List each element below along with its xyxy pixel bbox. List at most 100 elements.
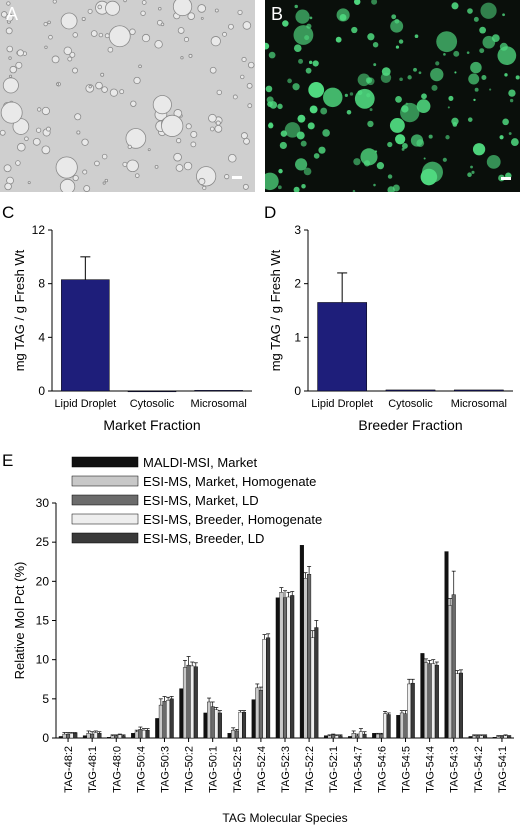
droplet	[210, 36, 221, 47]
droplet	[41, 106, 50, 116]
droplet	[453, 50, 460, 57]
droplet	[303, 167, 312, 176]
droplet	[160, 22, 165, 27]
droplet	[123, 0, 127, 3]
bar	[114, 735, 119, 739]
droplet	[214, 8, 219, 13]
x-axis-label: TAG Molecular Species	[222, 811, 347, 825]
droplet	[454, 71, 457, 74]
x-tick-label: TAG-52:3	[280, 746, 292, 793]
droplet	[265, 42, 270, 50]
droplet	[353, 158, 361, 166]
droplet	[209, 126, 215, 132]
droplet	[278, 168, 283, 174]
legend-swatch	[71, 532, 139, 544]
droplet	[2, 77, 19, 94]
droplet	[486, 154, 501, 169]
droplet	[81, 16, 86, 21]
bar	[396, 715, 401, 739]
chart-market-fraction: 0 4 8 12 Lipid Droplet Cytosolic Microsomal Mar…	[12, 223, 252, 433]
droplet	[390, 19, 404, 33]
bar	[145, 729, 150, 739]
droplet	[280, 130, 288, 137]
droplet	[292, 83, 300, 91]
droplet	[187, 12, 196, 20]
droplet	[309, 105, 318, 114]
droplet	[247, 61, 255, 69]
droplet	[232, 94, 238, 100]
bar	[386, 714, 391, 739]
droplet	[172, 0, 193, 17]
droplet	[515, 75, 520, 80]
bar	[420, 653, 425, 739]
bar	[475, 735, 480, 739]
droplet	[190, 141, 197, 148]
droplet	[414, 34, 419, 39]
y-tick-label: 20	[36, 574, 50, 588]
droplet	[176, 138, 182, 144]
y-tick-label: 4	[38, 330, 45, 344]
droplet	[482, 35, 496, 49]
droplet	[126, 159, 139, 173]
legend-label: ESI-MS, Breeder, LD	[143, 531, 264, 546]
droplet	[198, 177, 206, 185]
droplet	[357, 90, 363, 96]
bar	[141, 729, 146, 739]
droplet	[0, 101, 23, 124]
droplet	[243, 137, 250, 145]
droplet	[473, 16, 479, 22]
scale-bar	[501, 177, 511, 180]
droplet	[6, 1, 11, 6]
bar	[61, 279, 110, 392]
y-tick-label: 1	[294, 330, 301, 344]
droplet	[423, 157, 426, 160]
droplet	[177, 27, 185, 34]
bar	[375, 733, 380, 739]
bar	[358, 731, 363, 739]
droplet	[15, 61, 23, 69]
droplet	[216, 89, 222, 96]
x-tick-label: TAG-50:3	[159, 746, 171, 793]
legend-swatch	[71, 456, 139, 468]
droplet	[190, 130, 198, 138]
droplet	[287, 78, 292, 84]
bar	[331, 734, 336, 739]
droplet	[104, 178, 109, 183]
bar	[399, 712, 404, 739]
droplet	[410, 134, 424, 147]
droplet	[185, 123, 192, 130]
droplet	[154, 40, 163, 49]
droplet	[442, 157, 447, 162]
droplet	[308, 82, 325, 98]
x-tick-label: TAG-52:4	[256, 746, 268, 793]
droplet	[268, 51, 276, 59]
x-tick-label: Cytosolic	[130, 398, 175, 410]
x-tick-label: Microsomal	[451, 398, 507, 410]
bar	[351, 733, 356, 739]
droplet	[499, 135, 504, 140]
droplet	[470, 165, 473, 169]
droplet	[228, 23, 234, 30]
bar	[190, 665, 195, 739]
x-tick-label: TAG-48:2	[63, 746, 75, 793]
droplet	[108, 25, 131, 48]
droplet	[5, 27, 13, 35]
droplet	[88, 84, 92, 89]
droplet	[81, 138, 89, 146]
droplet	[479, 48, 485, 54]
bar	[492, 737, 497, 739]
bar	[444, 551, 449, 739]
droplet	[318, 146, 326, 154]
bar	[451, 594, 456, 739]
droplet	[395, 45, 400, 49]
droplet	[431, 84, 438, 91]
bar	[338, 735, 343, 739]
droplet	[127, 144, 132, 149]
droplet	[27, 181, 31, 185]
x-tick-label: TAG-54:6	[376, 746, 388, 793]
droplet	[69, 51, 76, 58]
droplet	[109, 88, 118, 97]
bar	[303, 578, 308, 739]
droplet	[266, 96, 274, 104]
droplet	[470, 61, 482, 74]
